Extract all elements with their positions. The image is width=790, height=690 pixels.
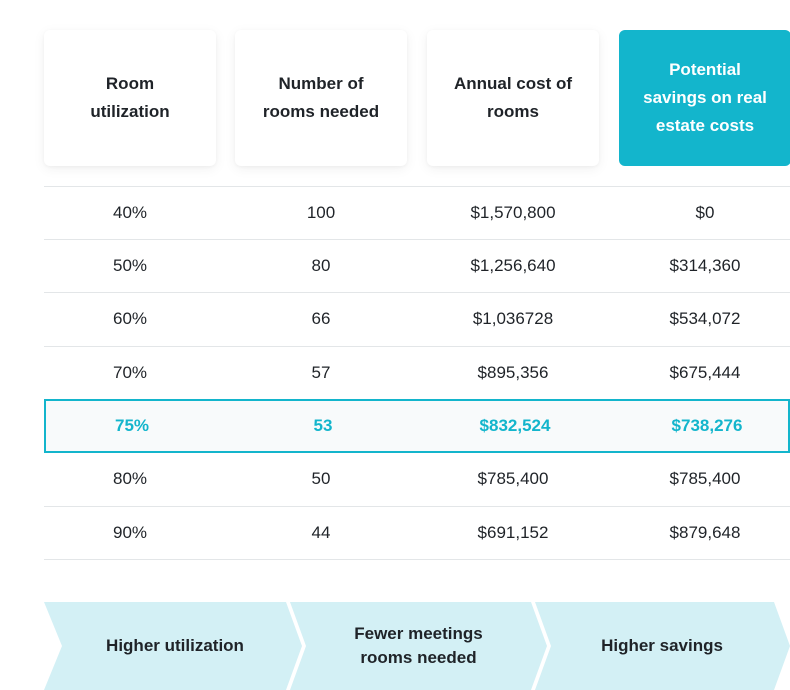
utilization-cell: 40% <box>112 202 148 222</box>
annual-cost-cell: $895,356 <box>477 363 549 383</box>
arrow-shapes <box>44 602 790 690</box>
header-number-of-rooms: Number of rooms needed <box>235 30 407 166</box>
arrow-banner: Higher utilization Fewer meetings rooms … <box>44 602 790 690</box>
annual-cost-cell: $691,152 <box>477 522 549 542</box>
table-row: 60% 66 $1,036728 $534,072 <box>44 293 790 347</box>
arrow-label-higher-savings: Higher savings <box>601 636 723 655</box>
table-row: 70% 57 $895,356 $675,444 <box>44 347 790 401</box>
arrow-shape-2 <box>290 602 547 690</box>
table-header: Room utilization Number of rooms needed … <box>44 30 790 166</box>
savings-cell: $0 <box>695 202 715 222</box>
annual-cost-cell: $785,400 <box>477 469 549 489</box>
savings-cell: $738,276 <box>671 416 743 436</box>
annual-cost-cell: $1,256,640 <box>470 255 556 275</box>
savings-cell: $785,400 <box>669 469 741 489</box>
savings-cell: $314,360 <box>669 255 741 275</box>
rooms-needed-cell: 44 <box>311 522 331 542</box>
utilization-cell: 75% <box>114 416 150 436</box>
table-row: 40% 100 $1,570,800 $0 <box>44 186 790 240</box>
savings-table: 40% 100 $1,570,800 $0 50% 80 $1,256,640 $314,36… <box>44 186 790 561</box>
annual-cost-cell: $1,570,800 <box>470 202 556 222</box>
rooms-needed-cell: 50 <box>311 469 331 489</box>
annual-cost-cell: $832,524 <box>479 416 551 436</box>
savings-cell: $534,072 <box>669 309 741 329</box>
table-row: 50% 80 $1,256,640 $314,360 <box>44 240 790 294</box>
header-annual-cost: Annual cost of rooms <box>427 30 599 166</box>
utilization-cell: 70% <box>112 363 148 383</box>
arrow-shape-3 <box>535 602 790 690</box>
arrow-label-fewer-rooms: Fewer meetings rooms needed <box>354 624 483 667</box>
utilization-cell: 50% <box>112 255 148 275</box>
savings-cell: $675,444 <box>669 363 741 383</box>
utilization-cell: 80% <box>112 469 148 489</box>
rooms-needed-cell: 80 <box>311 255 331 275</box>
utilization-cell: 60% <box>112 309 148 329</box>
rooms-needed-cell: 53 <box>313 416 333 436</box>
table-row: 90% 44 $691,152 $879,648 <box>44 507 790 561</box>
table-row-highlighted: 75% 53 $832,524 $738,276 <box>44 399 790 453</box>
annual-cost-cell: $1,036728 <box>472 309 554 329</box>
table-row: 80% 50 $785,400 $785,400 <box>44 453 790 507</box>
rooms-needed-cell: 57 <box>311 363 331 383</box>
savings-cell: $879,648 <box>669 522 741 542</box>
rooms-needed-cell: 66 <box>311 309 331 329</box>
arrow-label-higher-utilization: Higher utilization <box>106 636 244 655</box>
header-potential-savings: Potential savings on real estate costs <box>619 30 790 166</box>
rooms-needed-cell: 100 <box>306 202 336 222</box>
header-room-utilization: Room utilization <box>44 30 216 166</box>
utilization-cell: 90% <box>112 522 148 542</box>
arrow-shape-1 <box>44 602 302 690</box>
